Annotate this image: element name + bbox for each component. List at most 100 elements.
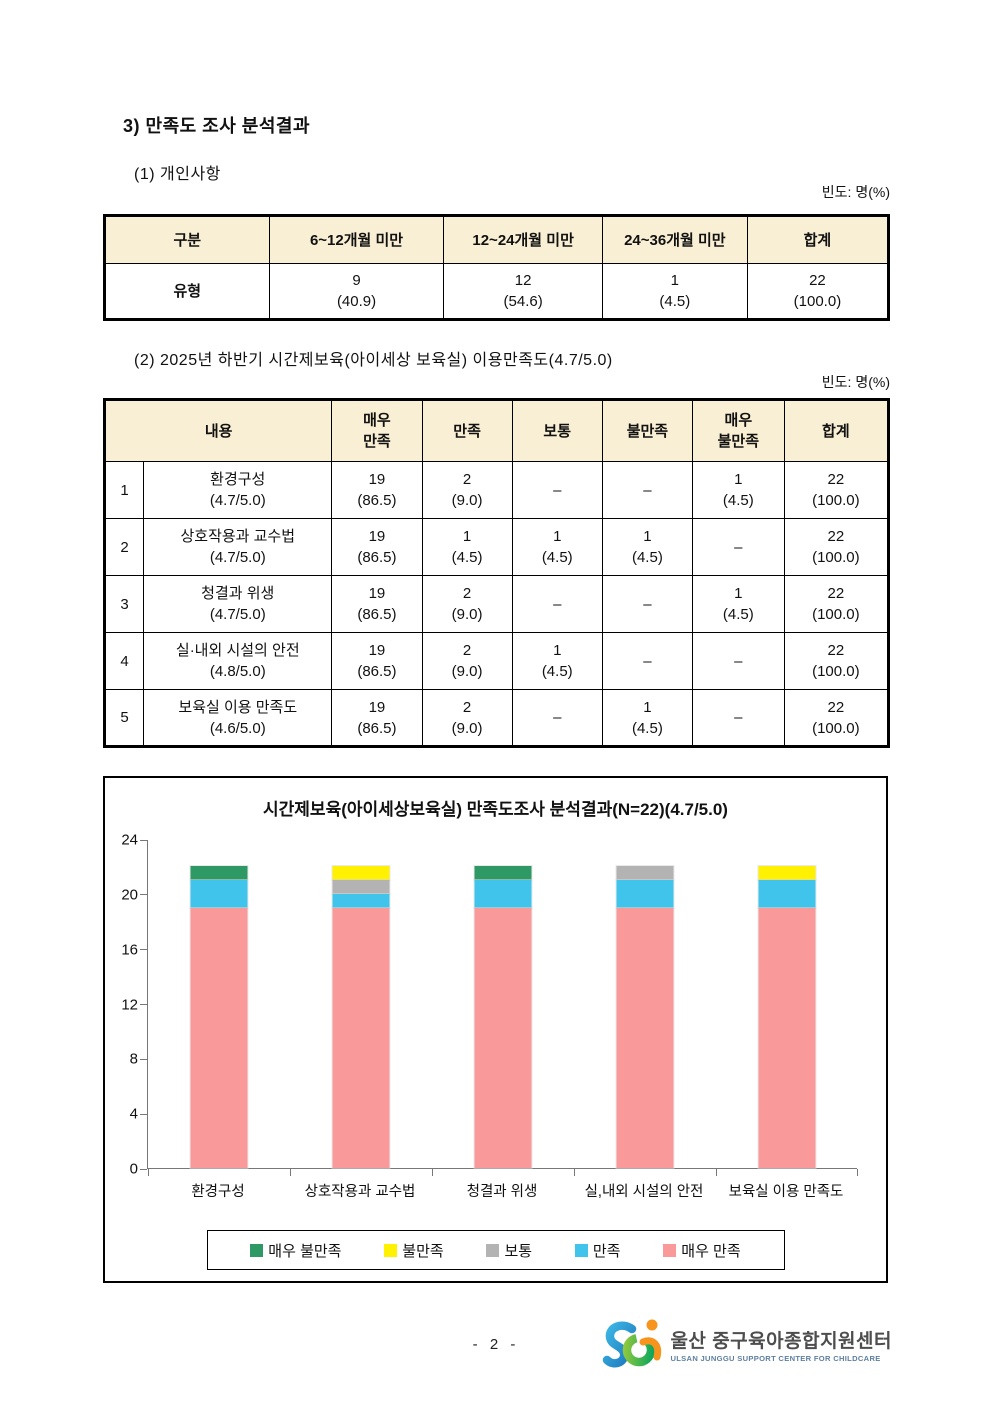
- row-number: 1: [103, 461, 145, 519]
- stacked-bar: [331, 865, 391, 1170]
- bar-slot: [148, 840, 290, 1170]
- table-row: 3 청결과 위생 (4.7/5.0) 19 (86.5) 2 (9.0) – –1 (4.…: [103, 575, 890, 633]
- table-cell: –: [511, 689, 603, 747]
- column-header: 구분: [104, 215, 270, 264]
- table-cell: 1 (4.5): [601, 518, 693, 576]
- legend-label: 불만족: [402, 1242, 444, 1260]
- logo-orange-swoosh: [639, 1337, 662, 1361]
- subsection-1-label: (1) 개인사항: [134, 166, 221, 183]
- legend-item: 불만족: [384, 1240, 444, 1261]
- bar-segment: [331, 865, 391, 882]
- table-row: 2 상호작용과 교수법 (4.7/5.0) 19 (86.5) 1 (4.5) 1 (4…: [103, 518, 890, 576]
- row-header: 유형: [104, 263, 270, 320]
- column-header: 24~36개월 미만: [601, 215, 748, 264]
- table-cell: 19 (86.5): [331, 575, 423, 633]
- stacked-bar: [615, 865, 675, 1170]
- table-row: 1 환경구성 (4.7/5.0) 19 (86.5) 2 (9.0) – –1 (4.5)…: [103, 461, 890, 519]
- table-cell: 2 (9.0): [421, 632, 513, 690]
- logo-text: 울산 중구육아종합지원센터 ULSAN JUNGGU SUPPORT CENTE…: [670, 1326, 892, 1363]
- table-cell: –: [691, 518, 785, 576]
- bar-slot: [574, 840, 716, 1170]
- bar-segment: [615, 906, 675, 1170]
- x-axis-tick: [148, 1169, 149, 1176]
- plot-area: 0 4 8 12 16 20 24: [121, 832, 858, 1178]
- table-row: 유형 9 (40.9) 12 (54.6) 1 (4.5) 22 (100.0): [104, 263, 890, 320]
- x-axis-tick: [432, 1169, 433, 1176]
- satisfaction-table: 내용 매우 만족 만족 보통 불만족 매우 불만족 합계 1 환경구성 (4.7/5.0) 19…: [103, 398, 890, 748]
- row-label: 실·내외 시설의 안전 (4.8/5.0): [143, 632, 333, 690]
- y-axis-tick-label: 24: [121, 831, 138, 849]
- table-cell: –: [691, 689, 785, 747]
- y-axis-tick: [140, 1004, 147, 1005]
- table-cell: 22 (100.0): [783, 518, 890, 576]
- row-label: 상호작용과 교수법 (4.7/5.0): [143, 518, 333, 576]
- y-axis-tick-label: 12: [121, 996, 138, 1013]
- demographics-table-header-row: 구분 6~12개월 미만 12~24개월 미만 24~36개월 미만 합계: [104, 215, 890, 264]
- column-header: 만족: [421, 399, 513, 462]
- table-cell: 2 (9.0): [421, 689, 513, 747]
- x-axis-label: 보육실 이용 만족도: [728, 1184, 844, 1200]
- legend-swatch: [486, 1243, 500, 1257]
- table-cell: –: [601, 575, 693, 633]
- table-cell: –: [601, 632, 693, 690]
- bar-segment: [615, 879, 675, 909]
- table-cell: 2 (9.0): [421, 575, 513, 633]
- page-title: 3) 만족도 조사 분석결과: [123, 116, 311, 136]
- table-cell: 22 (100.0): [783, 689, 890, 747]
- row-number: 2: [103, 518, 145, 576]
- row-number: 4: [103, 632, 145, 690]
- table-cell: 22 (100.0): [746, 263, 890, 320]
- subsection-2-label: (2) 2025년 하반기 시간제보육(아이세상 보육실) 이용만족도(4.7/…: [134, 352, 613, 369]
- column-header: 불만족: [601, 399, 693, 462]
- table-cell: –: [511, 575, 603, 633]
- logo-korean-title: 울산 중구육아종합지원센터: [670, 1330, 892, 1352]
- legend-item: 매우 불만족: [250, 1240, 341, 1261]
- bar-slot: [290, 840, 432, 1170]
- x-axis-label: 실,내외 시설의 안전: [584, 1184, 704, 1200]
- table-cell: 9 (40.9): [268, 263, 445, 320]
- table-cell: 22 (100.0): [783, 575, 890, 633]
- legend-label: 매우 만족: [681, 1242, 741, 1260]
- table-cell: 19 (86.5): [331, 461, 423, 519]
- bar-segment: [757, 879, 817, 909]
- x-axis-tick: [574, 1169, 575, 1176]
- bar-segment: [757, 906, 817, 1170]
- legend-swatch: [574, 1243, 588, 1257]
- legend-swatch: [663, 1243, 677, 1257]
- y-axis-tick-label: 4: [129, 1105, 138, 1123]
- table-cell: 1 (4.5): [691, 461, 785, 519]
- legend-label: 만족: [592, 1242, 621, 1260]
- page-number: - 2 -: [472, 1336, 520, 1353]
- table-row: 4 실·내외 시설의 안전 (4.8/5.0) 19 (86.5) 2 (9.0) 1 …: [103, 632, 890, 690]
- table-cell: 1 (4.5): [691, 575, 785, 633]
- x-axis-tick: [857, 1169, 858, 1176]
- table-cell: 22 (100.0): [783, 461, 890, 519]
- table-cell: –: [511, 461, 603, 519]
- legend-item: 만족: [574, 1240, 621, 1261]
- bar-segment: [189, 865, 249, 882]
- row-label: 청결과 위생 (4.7/5.0): [143, 575, 333, 633]
- satisfaction-chart: 시간제보육(아이세상보육실) 만족도조사 분석결과(N=22)(4.7/5.0)…: [103, 776, 888, 1283]
- y-axis-tick-label: 20: [121, 886, 138, 904]
- table-cell: 1 (4.5): [601, 263, 748, 320]
- legend-swatch: [384, 1243, 398, 1257]
- organization-logo: 울산 중구육아종합지원센터 ULSAN JUNGGU SUPPORT CENTE…: [602, 1316, 892, 1372]
- frequency-note-1: 빈도: 명(%): [821, 184, 890, 200]
- logo-english-subtitle: ULSAN JUNGGU SUPPORT CENTER FOR CHILDCAR…: [670, 1353, 881, 1363]
- bar-segment: [331, 892, 391, 909]
- logo-s-swoosh: [603, 1321, 637, 1368]
- satisfaction-table-header-row: 내용 매우 만족 만족 보통 불만족 매우 불만족 합계: [103, 399, 890, 462]
- y-axis-tick: [140, 894, 147, 896]
- x-axis-label: 환경구성: [191, 1184, 245, 1200]
- x-axis-labels: 환경구성 상호작용과 교수법 청결과 위생 실,내외 시설의 안전 보육실 이용 만족도: [147, 1180, 857, 1201]
- x-axis-label: 청결과 위생: [466, 1184, 538, 1200]
- bar-segment: [473, 879, 533, 909]
- y-axis-tick: [140, 1058, 147, 1060]
- row-number: 5: [103, 689, 145, 747]
- bar-segment: [473, 906, 533, 1170]
- table-cell: 19 (86.5): [331, 689, 423, 747]
- table-cell: –: [691, 632, 785, 690]
- column-header: 매우 불만족: [691, 399, 785, 462]
- table-cell: 1 (4.5): [421, 518, 513, 576]
